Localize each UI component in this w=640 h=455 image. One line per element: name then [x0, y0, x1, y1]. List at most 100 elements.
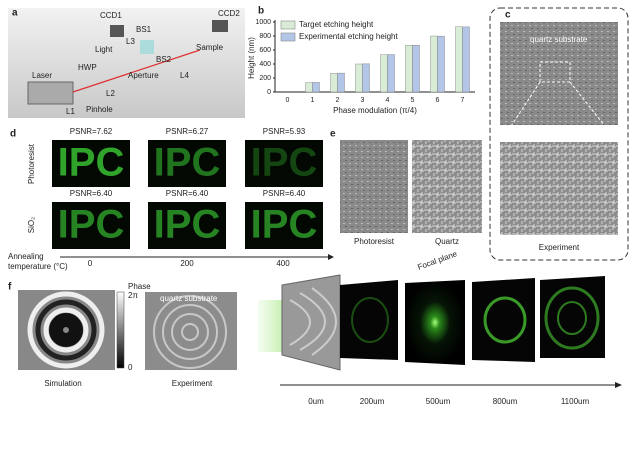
bar	[330, 73, 338, 93]
legend-swatch	[280, 20, 296, 30]
axis-title: Annealing	[8, 252, 44, 261]
bar	[337, 72, 345, 93]
caption: Simulation	[44, 379, 81, 388]
part-label: L2	[106, 89, 115, 98]
y-axis-title: Height (nm)	[247, 37, 256, 79]
bar	[387, 54, 395, 93]
legend-label: Experimental etching height	[299, 32, 399, 41]
y-tick-label: 0	[267, 89, 271, 96]
ring	[557, 301, 587, 335]
psnr-label: PSNR=6.40	[166, 189, 209, 198]
plane-image	[340, 280, 398, 360]
part-label: Laser	[32, 71, 52, 80]
colorbar	[116, 291, 125, 369]
part-label: Sample	[196, 43, 224, 52]
panel-g: g Focal plane 0um 200um 500um 800um 1100…	[258, 249, 622, 406]
beam-splitter	[140, 40, 154, 54]
distance: 0um	[308, 397, 324, 406]
panel-label: a	[12, 8, 18, 19]
panel-d: d Photoresist SiO₂ Annealing temperature…	[8, 127, 334, 271]
pattern-image	[245, 202, 323, 249]
beam	[72, 49, 201, 93]
y-tick-label: 1000	[255, 19, 271, 26]
bar	[430, 35, 438, 93]
focal-label: Focal plane	[416, 249, 458, 272]
psnr-label: PSNR=7.62	[70, 127, 113, 136]
part-label: BS2	[156, 55, 172, 64]
part-label: CCD1	[100, 11, 122, 20]
pattern-image	[52, 140, 130, 187]
ccd1	[110, 25, 124, 37]
y-tick-label: 200	[259, 75, 271, 82]
panel-e: e Photoresist Quartz	[330, 129, 482, 246]
bar	[405, 45, 413, 93]
sem-zoom	[500, 142, 618, 235]
image-text: IPC	[251, 141, 318, 185]
x-tick-label: 4	[386, 97, 390, 104]
inset-label: quartz substrate	[160, 294, 218, 303]
temperature: 400	[276, 259, 290, 268]
colorbar-label: 2π	[128, 291, 138, 300]
arrow-head	[615, 382, 622, 388]
part-label: Aperture	[128, 71, 159, 80]
bar	[362, 63, 370, 93]
ring	[544, 286, 600, 350]
ring	[483, 296, 527, 344]
caption: Experiment	[539, 243, 580, 252]
bar	[437, 35, 445, 93]
arrow-head	[328, 254, 334, 260]
distance: 800um	[493, 397, 518, 406]
temperature: 0	[88, 259, 93, 268]
psnr-label: PSNR=6.40	[70, 189, 113, 198]
x-tick-label: 2	[336, 97, 340, 104]
legend-swatch	[280, 32, 296, 42]
pattern-image	[52, 202, 130, 249]
part-label: HWP	[78, 63, 97, 72]
caption: Quartz	[435, 237, 459, 246]
x-tick-label: 7	[461, 97, 465, 104]
bar	[312, 82, 320, 93]
caption: Experiment	[172, 379, 213, 388]
y-tick-label: 800	[259, 33, 271, 40]
sem-image	[500, 22, 618, 125]
rings	[153, 295, 227, 369]
ring	[351, 297, 389, 343]
panel-a: a CCD1 L3 BS1 CCD2 BS2 Light Sample L4 L…	[8, 8, 245, 118]
bar	[355, 63, 363, 93]
bar	[380, 54, 388, 93]
x-axis-title: Phase modulation (π/4)	[333, 106, 417, 115]
image-text: IPC	[154, 203, 221, 247]
psnr-label: PSNR=6.40	[263, 189, 306, 198]
panel-label: d	[10, 129, 16, 140]
panel-label: e	[330, 129, 336, 140]
zoom-lines	[501, 81, 617, 141]
part-label: L1	[66, 107, 75, 116]
panel-c: c quartz substrate Experiment	[489, 7, 629, 261]
bar	[462, 26, 470, 93]
inset-label: quartz substrate	[530, 35, 588, 44]
distance: 1100um	[561, 397, 590, 406]
pattern-image	[148, 140, 226, 187]
image-text: IPC	[58, 203, 125, 247]
row-label: SiO₂	[27, 217, 36, 233]
bar	[412, 45, 420, 93]
colorbar-label: 0	[128, 363, 133, 372]
plane-image	[472, 278, 535, 362]
row-label: Photoresist	[27, 143, 36, 184]
x-tick-label: 1	[311, 97, 315, 104]
distance: 200um	[360, 397, 385, 406]
x-tick-label: 0	[286, 97, 290, 104]
part-label: CCD2	[218, 9, 240, 18]
x-tick-label: 5	[411, 97, 415, 104]
psnr-label: PSNR=5.93	[263, 127, 306, 136]
panel-label: f	[8, 282, 12, 293]
sem-image	[340, 140, 408, 233]
x-tick-label: 6	[436, 97, 440, 104]
bar	[305, 82, 313, 93]
image-text: IPC	[154, 141, 221, 185]
rings	[289, 287, 337, 356]
part-label: BS1	[136, 25, 152, 34]
panel-label: b	[258, 6, 264, 17]
rings	[27, 291, 105, 369]
